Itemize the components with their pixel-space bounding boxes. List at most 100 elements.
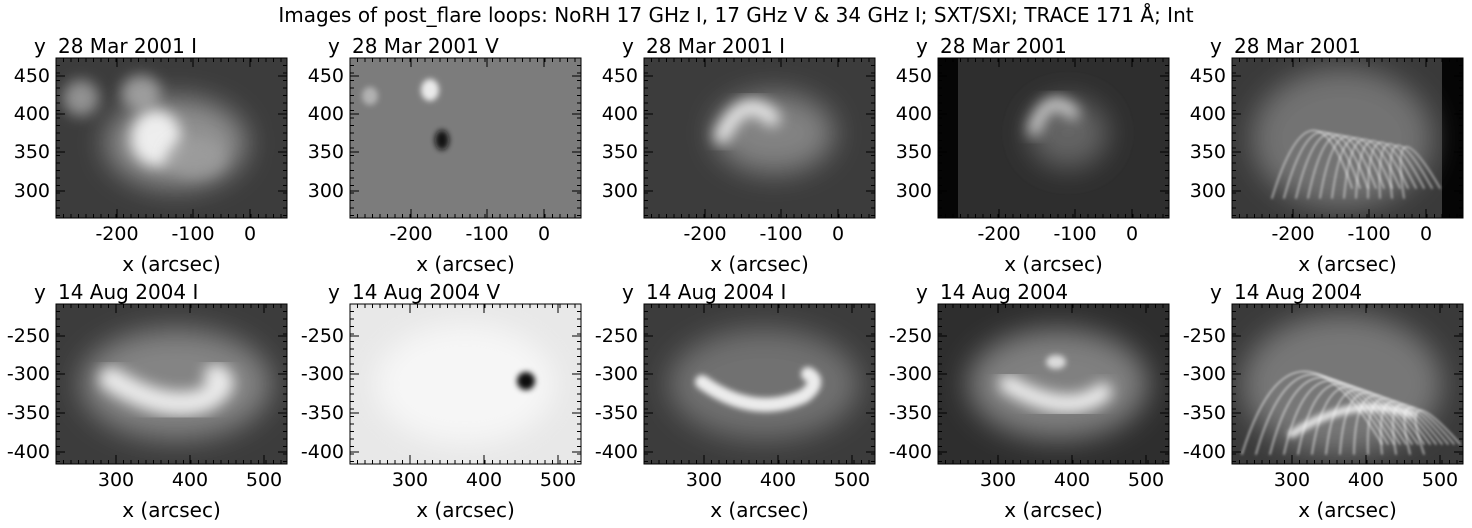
x-tick-label: 0 — [243, 223, 257, 245]
x-tick-label: 0 — [1125, 223, 1139, 245]
y-axis-label: y — [1210, 280, 1222, 304]
panel-title: 14 Aug 2004 — [940, 280, 1069, 304]
y-tick-label: -300 — [6, 363, 50, 385]
y-tick-label: 400 — [601, 103, 638, 125]
axis-frame — [55, 57, 288, 219]
x-tick-label: 300 — [979, 469, 1017, 491]
y-tick-label: 300 — [307, 180, 344, 202]
solar-image — [644, 304, 875, 464]
y-tick-label: -400 — [594, 441, 638, 463]
x-tick-label: 0 — [537, 223, 551, 245]
y-axis-label: y — [328, 280, 340, 304]
x-axis-label: x (arcsec) — [710, 498, 809, 522]
axis-frame — [937, 303, 1170, 465]
x-tick-label: 400 — [465, 469, 503, 491]
y-axis-label: y — [622, 280, 634, 304]
x-axis-label: x (arcsec) — [1298, 252, 1397, 276]
x-tick-label: 400 — [1053, 469, 1091, 491]
y-tick-label: 400 — [307, 103, 344, 125]
x-tick-label: 0 — [831, 223, 845, 245]
solar-image — [350, 304, 581, 464]
y-tick-label: -350 — [888, 402, 932, 424]
y-axis-label: y — [34, 34, 46, 58]
y-tick-label: -400 — [300, 441, 344, 463]
axis-frame — [1231, 303, 1464, 465]
x-tick-label: 500 — [833, 469, 871, 491]
panel-title: 14 Aug 2004 I — [58, 280, 199, 304]
solar-image — [1232, 304, 1463, 464]
x-tick-label: 300 — [391, 469, 429, 491]
image-panel: y 28 Mar 2001 450 400 350 300 -200 -100 0 x (arcs… — [882, 0, 1176, 276]
x-tick-label: -100 — [171, 223, 215, 245]
y-tick-label: -250 — [6, 325, 50, 347]
x-tick-label: -100 — [1053, 223, 1097, 245]
image-panel: y 14 Aug 2004 I -250 -300 -350 -400 300 400 500 x… — [588, 246, 882, 522]
y-tick-label: 400 — [1189, 103, 1226, 125]
axis-frame — [643, 303, 876, 465]
x-tick-label: 300 — [97, 469, 135, 491]
x-tick-label: -200 — [389, 223, 433, 245]
image-panel: y 28 Mar 2001 450 400 350 300 -200 -100 0 x (arcs… — [1176, 0, 1470, 276]
y-tick-label: -350 — [300, 402, 344, 424]
x-tick-label: -100 — [1347, 223, 1391, 245]
image-panel: y 28 Mar 2001 I 450 400 350 300 -200 -100 0 x (ar… — [588, 0, 882, 276]
panel-title: 28 Mar 2001 I — [58, 34, 198, 58]
image-panel: y 28 Mar 2001 I 450 400 350 300 -200 -100 0 x (ar… — [0, 0, 294, 276]
y-tick-label: -300 — [888, 363, 932, 385]
image-panel: y 14 Aug 2004 -250 -300 -350 -400 300 400 500 x (… — [882, 246, 1176, 522]
solar-image — [350, 58, 581, 218]
image-panel: y 28 Mar 2001 V 450 400 350 300 -200 -100 0 x (ar… — [294, 0, 588, 276]
panel-title: 28 Mar 2001 I — [646, 34, 786, 58]
x-axis-label: x (arcsec) — [122, 252, 221, 276]
y-axis-label: y — [622, 34, 634, 58]
y-tick-label: -350 — [6, 402, 50, 424]
y-axis-label: y — [916, 34, 928, 58]
x-tick-label: 500 — [539, 469, 577, 491]
x-axis-label: x (arcsec) — [1004, 252, 1103, 276]
y-tick-label: -400 — [6, 441, 50, 463]
y-tick-label: 350 — [1189, 141, 1226, 163]
x-tick-label: 300 — [685, 469, 723, 491]
y-tick-label: 450 — [601, 65, 638, 87]
y-tick-label: 300 — [13, 180, 50, 202]
y-tick-label: -250 — [1182, 325, 1226, 347]
panel-title: 14 Aug 2004 V — [352, 280, 501, 304]
y-axis-label: y — [34, 280, 46, 304]
axis-frame — [937, 57, 1170, 219]
x-tick-label: 400 — [759, 469, 797, 491]
x-tick-label: -200 — [95, 223, 139, 245]
axis-frame — [55, 303, 288, 465]
y-tick-label: -300 — [1182, 363, 1226, 385]
y-axis-label: y — [1210, 34, 1222, 58]
figure-title: Images of post_flare loops: NoRH 17 GHz … — [278, 3, 1194, 27]
x-tick-label: 400 — [1347, 469, 1385, 491]
panel-title: 28 Mar 2001 — [940, 34, 1067, 58]
x-tick-label: 400 — [171, 469, 209, 491]
y-axis-label: y — [916, 280, 928, 304]
solar-image — [1232, 58, 1463, 218]
x-axis-label: x (arcsec) — [122, 498, 221, 522]
x-tick-label: 500 — [1127, 469, 1165, 491]
y-tick-label: -250 — [594, 325, 638, 347]
x-axis-label: x (arcsec) — [1004, 498, 1103, 522]
image-panel: y 14 Aug 2004 -250 -300 -350 -400 300 400 500 x (… — [1176, 246, 1470, 522]
y-tick-label: 450 — [895, 65, 932, 87]
y-tick-label: 350 — [601, 141, 638, 163]
image-panel: y 14 Aug 2004 I -250 -300 -350 -400 300 400 500 x… — [0, 246, 294, 522]
panel-title: 14 Aug 2004 I — [646, 280, 787, 304]
solar-image — [56, 58, 287, 218]
x-tick-label: -200 — [977, 223, 1021, 245]
x-tick-label: 500 — [1421, 469, 1459, 491]
solar-image — [938, 304, 1169, 464]
y-tick-label: 450 — [13, 65, 50, 87]
x-axis-label: x (arcsec) — [416, 252, 515, 276]
x-tick-label: -100 — [759, 223, 803, 245]
panel-title: 28 Mar 2001 — [1234, 34, 1361, 58]
y-tick-label: 400 — [13, 103, 50, 125]
axis-frame — [643, 57, 876, 219]
x-tick-label: 300 — [1273, 469, 1311, 491]
y-tick-label: 300 — [1189, 180, 1226, 202]
panel-title: 14 Aug 2004 — [1234, 280, 1363, 304]
panel-title: 28 Mar 2001 V — [352, 34, 499, 58]
axis-frame — [1231, 57, 1464, 219]
